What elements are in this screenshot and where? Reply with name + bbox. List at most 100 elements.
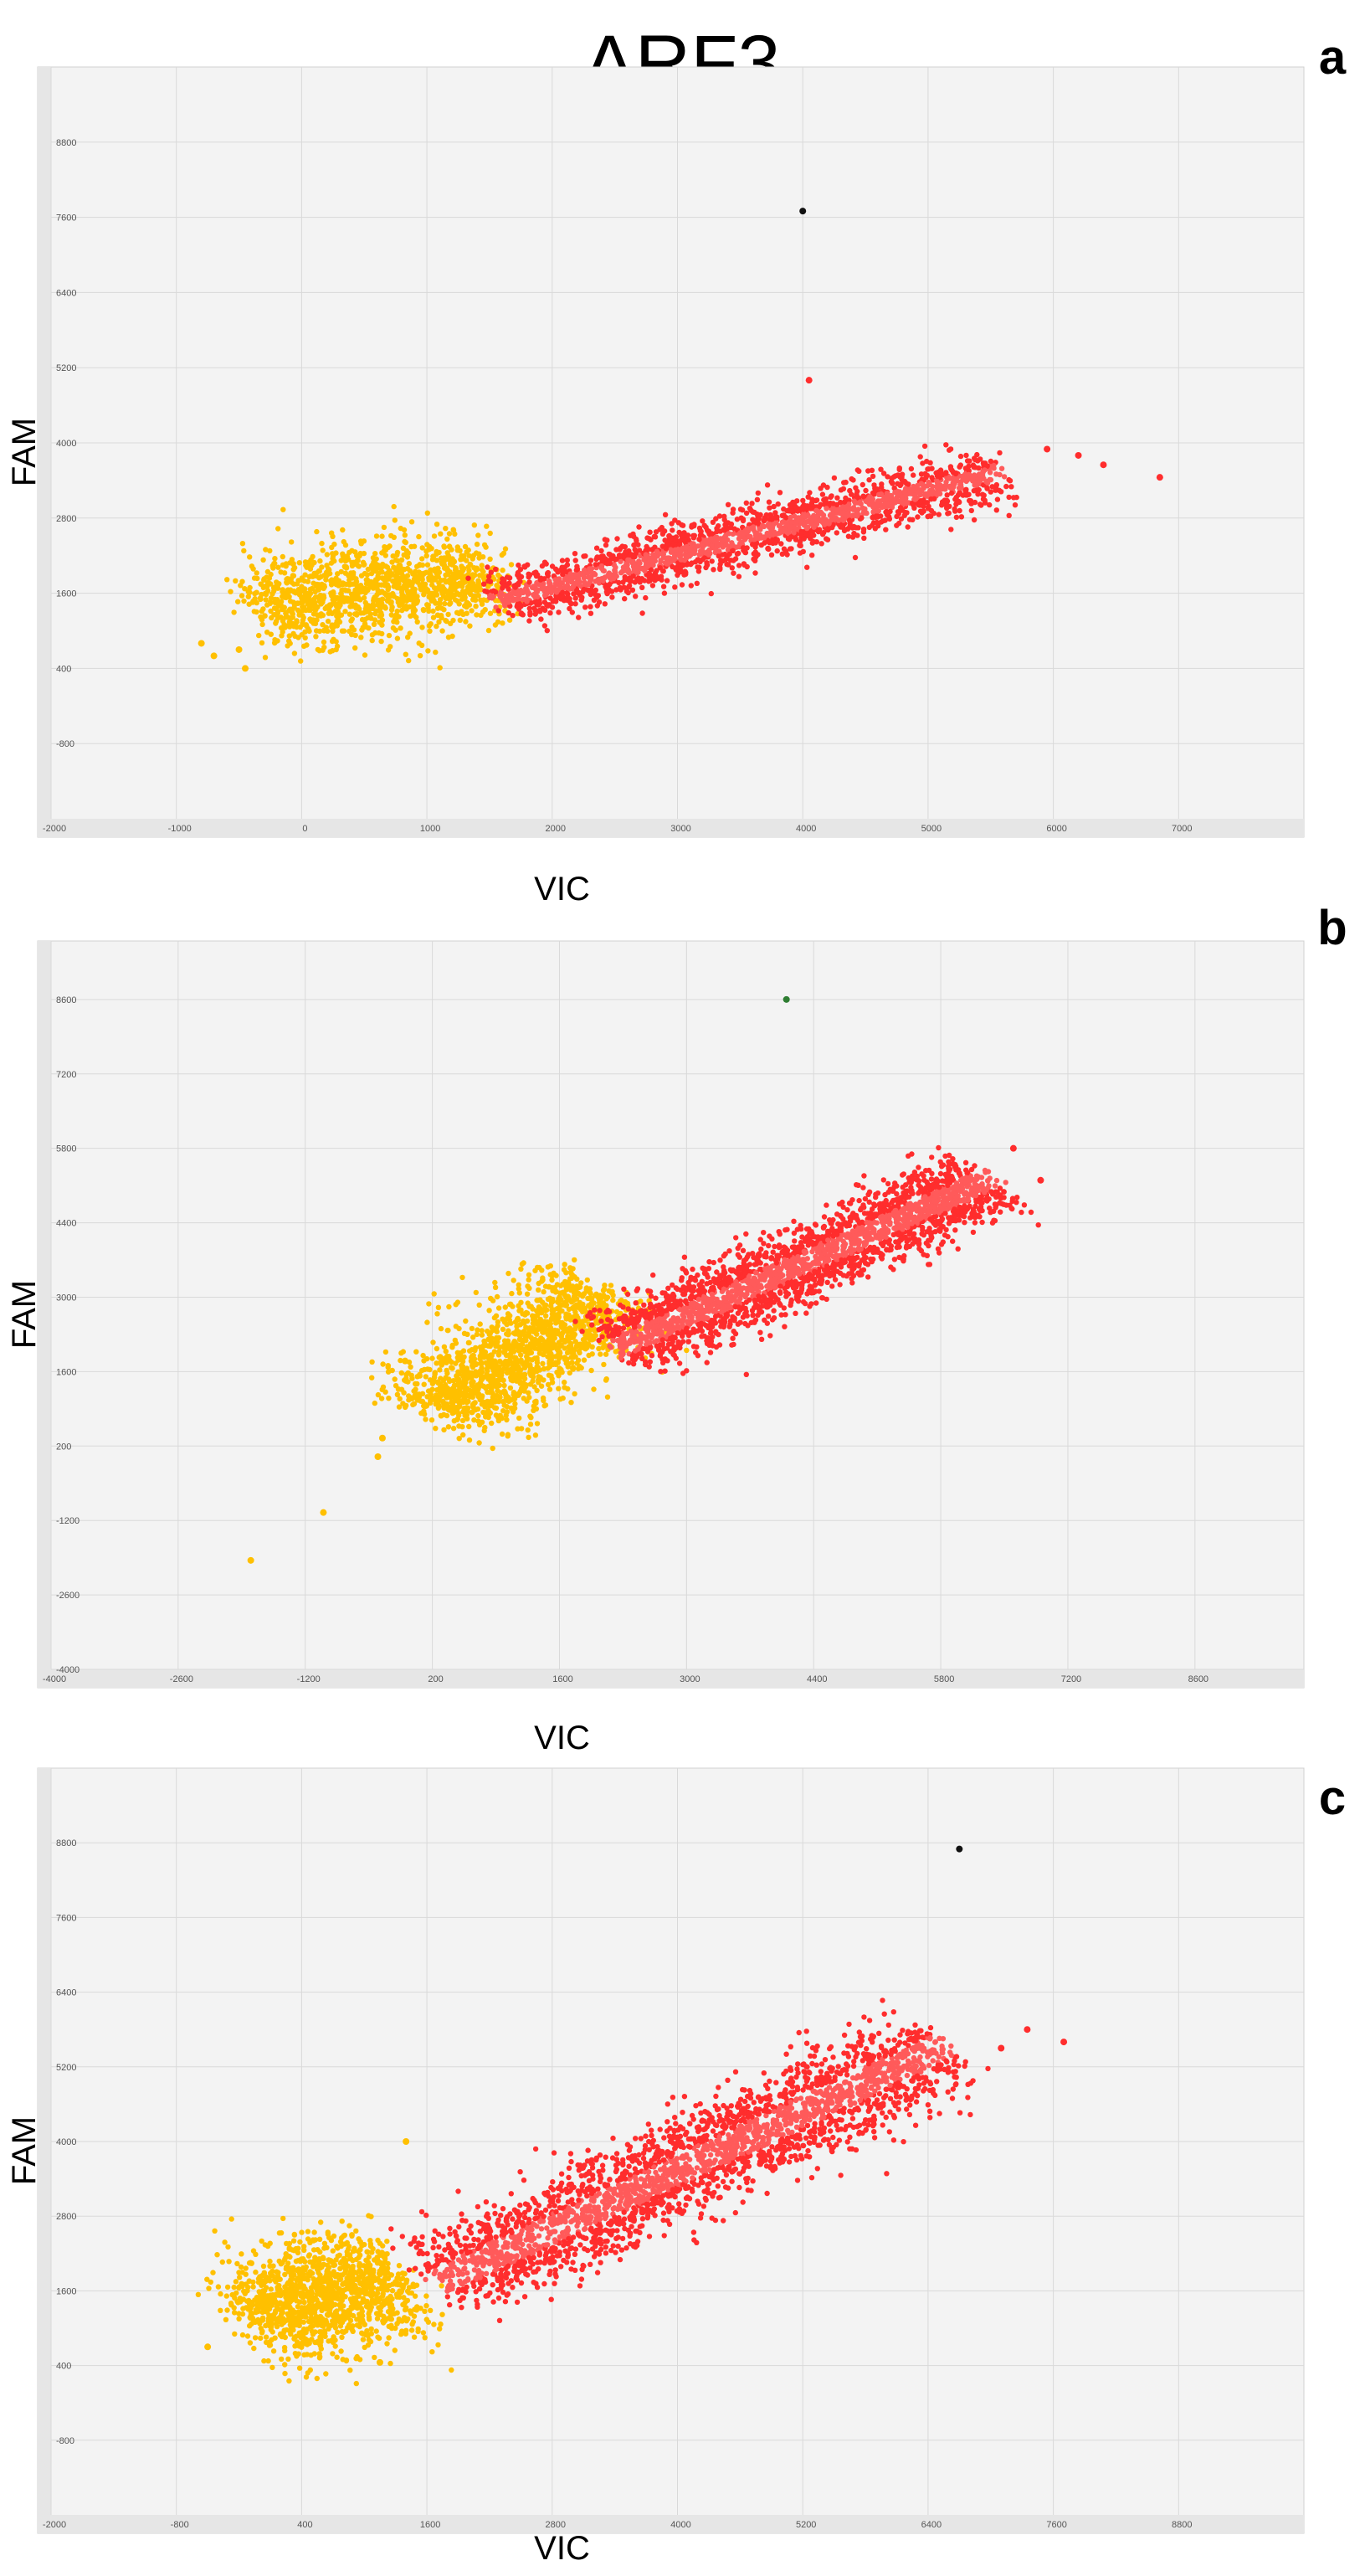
data-point bbox=[947, 446, 954, 452]
data-point bbox=[411, 1395, 417, 1401]
data-point bbox=[567, 599, 573, 606]
data-point bbox=[663, 545, 669, 552]
data-point bbox=[824, 536, 829, 542]
data-point bbox=[526, 605, 532, 611]
data-point bbox=[480, 554, 486, 560]
data-point bbox=[676, 529, 682, 536]
data-point bbox=[338, 558, 344, 563]
outlier-point bbox=[1044, 445, 1051, 453]
data-point bbox=[481, 1427, 487, 1434]
data-point bbox=[841, 480, 847, 486]
data-point bbox=[463, 1387, 469, 1393]
data-point bbox=[866, 524, 873, 531]
y-tick-label: 8600 bbox=[56, 995, 76, 1005]
data-point bbox=[461, 1367, 467, 1374]
data-point bbox=[537, 1305, 543, 1311]
data-point bbox=[333, 595, 339, 601]
data-point bbox=[316, 613, 323, 619]
data-point bbox=[784, 552, 790, 558]
data-point bbox=[327, 649, 333, 655]
data-point bbox=[434, 605, 441, 611]
data-point bbox=[587, 578, 593, 585]
data-point bbox=[632, 547, 638, 553]
data-point bbox=[396, 580, 402, 587]
data-point bbox=[971, 517, 978, 523]
data-point bbox=[531, 1316, 538, 1322]
data-point bbox=[440, 1398, 446, 1405]
data-point bbox=[582, 553, 588, 559]
data-point bbox=[491, 1314, 498, 1321]
data-point bbox=[449, 574, 454, 581]
data-point bbox=[411, 609, 417, 615]
outlier-point bbox=[235, 645, 243, 653]
data-point bbox=[342, 558, 349, 564]
data-point bbox=[988, 489, 994, 495]
data-point bbox=[494, 1329, 500, 1334]
data-point bbox=[295, 578, 301, 584]
data-point bbox=[349, 616, 355, 622]
data-point bbox=[463, 619, 469, 625]
data-point bbox=[283, 594, 289, 600]
data-point bbox=[500, 1316, 505, 1322]
data-point bbox=[369, 632, 376, 638]
y-axis-band bbox=[38, 67, 51, 837]
data-point bbox=[902, 509, 908, 516]
data-point bbox=[241, 548, 247, 554]
data-point bbox=[448, 600, 454, 606]
data-point bbox=[743, 500, 749, 506]
data-point bbox=[392, 517, 398, 523]
data-point bbox=[470, 573, 476, 579]
data-point bbox=[568, 1400, 574, 1406]
data-point bbox=[433, 649, 439, 656]
data-point bbox=[501, 1382, 507, 1389]
data-point bbox=[388, 612, 394, 618]
data-point bbox=[403, 1371, 409, 1378]
data-point bbox=[752, 549, 758, 555]
data-point bbox=[577, 1350, 582, 1356]
data-point bbox=[506, 1345, 512, 1350]
data-point bbox=[606, 572, 612, 578]
data-point bbox=[239, 593, 245, 599]
data-point bbox=[516, 1415, 522, 1422]
data-point bbox=[752, 570, 758, 576]
data-point bbox=[788, 514, 793, 521]
y-tick-label: 6400 bbox=[56, 288, 76, 298]
data-point bbox=[431, 597, 437, 604]
data-point bbox=[274, 579, 280, 585]
data-point bbox=[417, 1371, 423, 1378]
data-point bbox=[487, 1343, 493, 1350]
data-point bbox=[572, 595, 578, 601]
data-point bbox=[952, 508, 958, 514]
data-point bbox=[275, 609, 281, 615]
data-point bbox=[849, 476, 854, 482]
data-point bbox=[533, 1406, 540, 1412]
data-point bbox=[834, 507, 839, 513]
data-point bbox=[416, 569, 422, 575]
x-tick-label: 4000 bbox=[796, 824, 816, 834]
data-point bbox=[536, 1350, 543, 1356]
data-point bbox=[591, 1386, 597, 1392]
data-point bbox=[974, 451, 980, 458]
data-point bbox=[551, 1311, 557, 1317]
data-point bbox=[472, 1400, 478, 1406]
data-point bbox=[267, 548, 273, 554]
data-point bbox=[865, 499, 871, 506]
data-point bbox=[591, 1300, 597, 1306]
data-point bbox=[340, 527, 346, 533]
data-point bbox=[574, 567, 580, 573]
data-point bbox=[250, 566, 256, 572]
data-point bbox=[829, 517, 834, 523]
plot-area bbox=[37, 66, 1305, 838]
data-point bbox=[558, 1334, 564, 1339]
data-point bbox=[263, 597, 269, 603]
data-point bbox=[810, 538, 816, 545]
data-point bbox=[454, 1373, 459, 1380]
data-point bbox=[996, 487, 1003, 493]
data-point bbox=[492, 1279, 498, 1286]
data-point bbox=[408, 583, 414, 589]
data-point bbox=[527, 1381, 534, 1387]
data-point bbox=[714, 541, 720, 547]
data-point bbox=[467, 561, 473, 568]
data-point bbox=[384, 597, 390, 604]
data-point bbox=[432, 577, 439, 583]
